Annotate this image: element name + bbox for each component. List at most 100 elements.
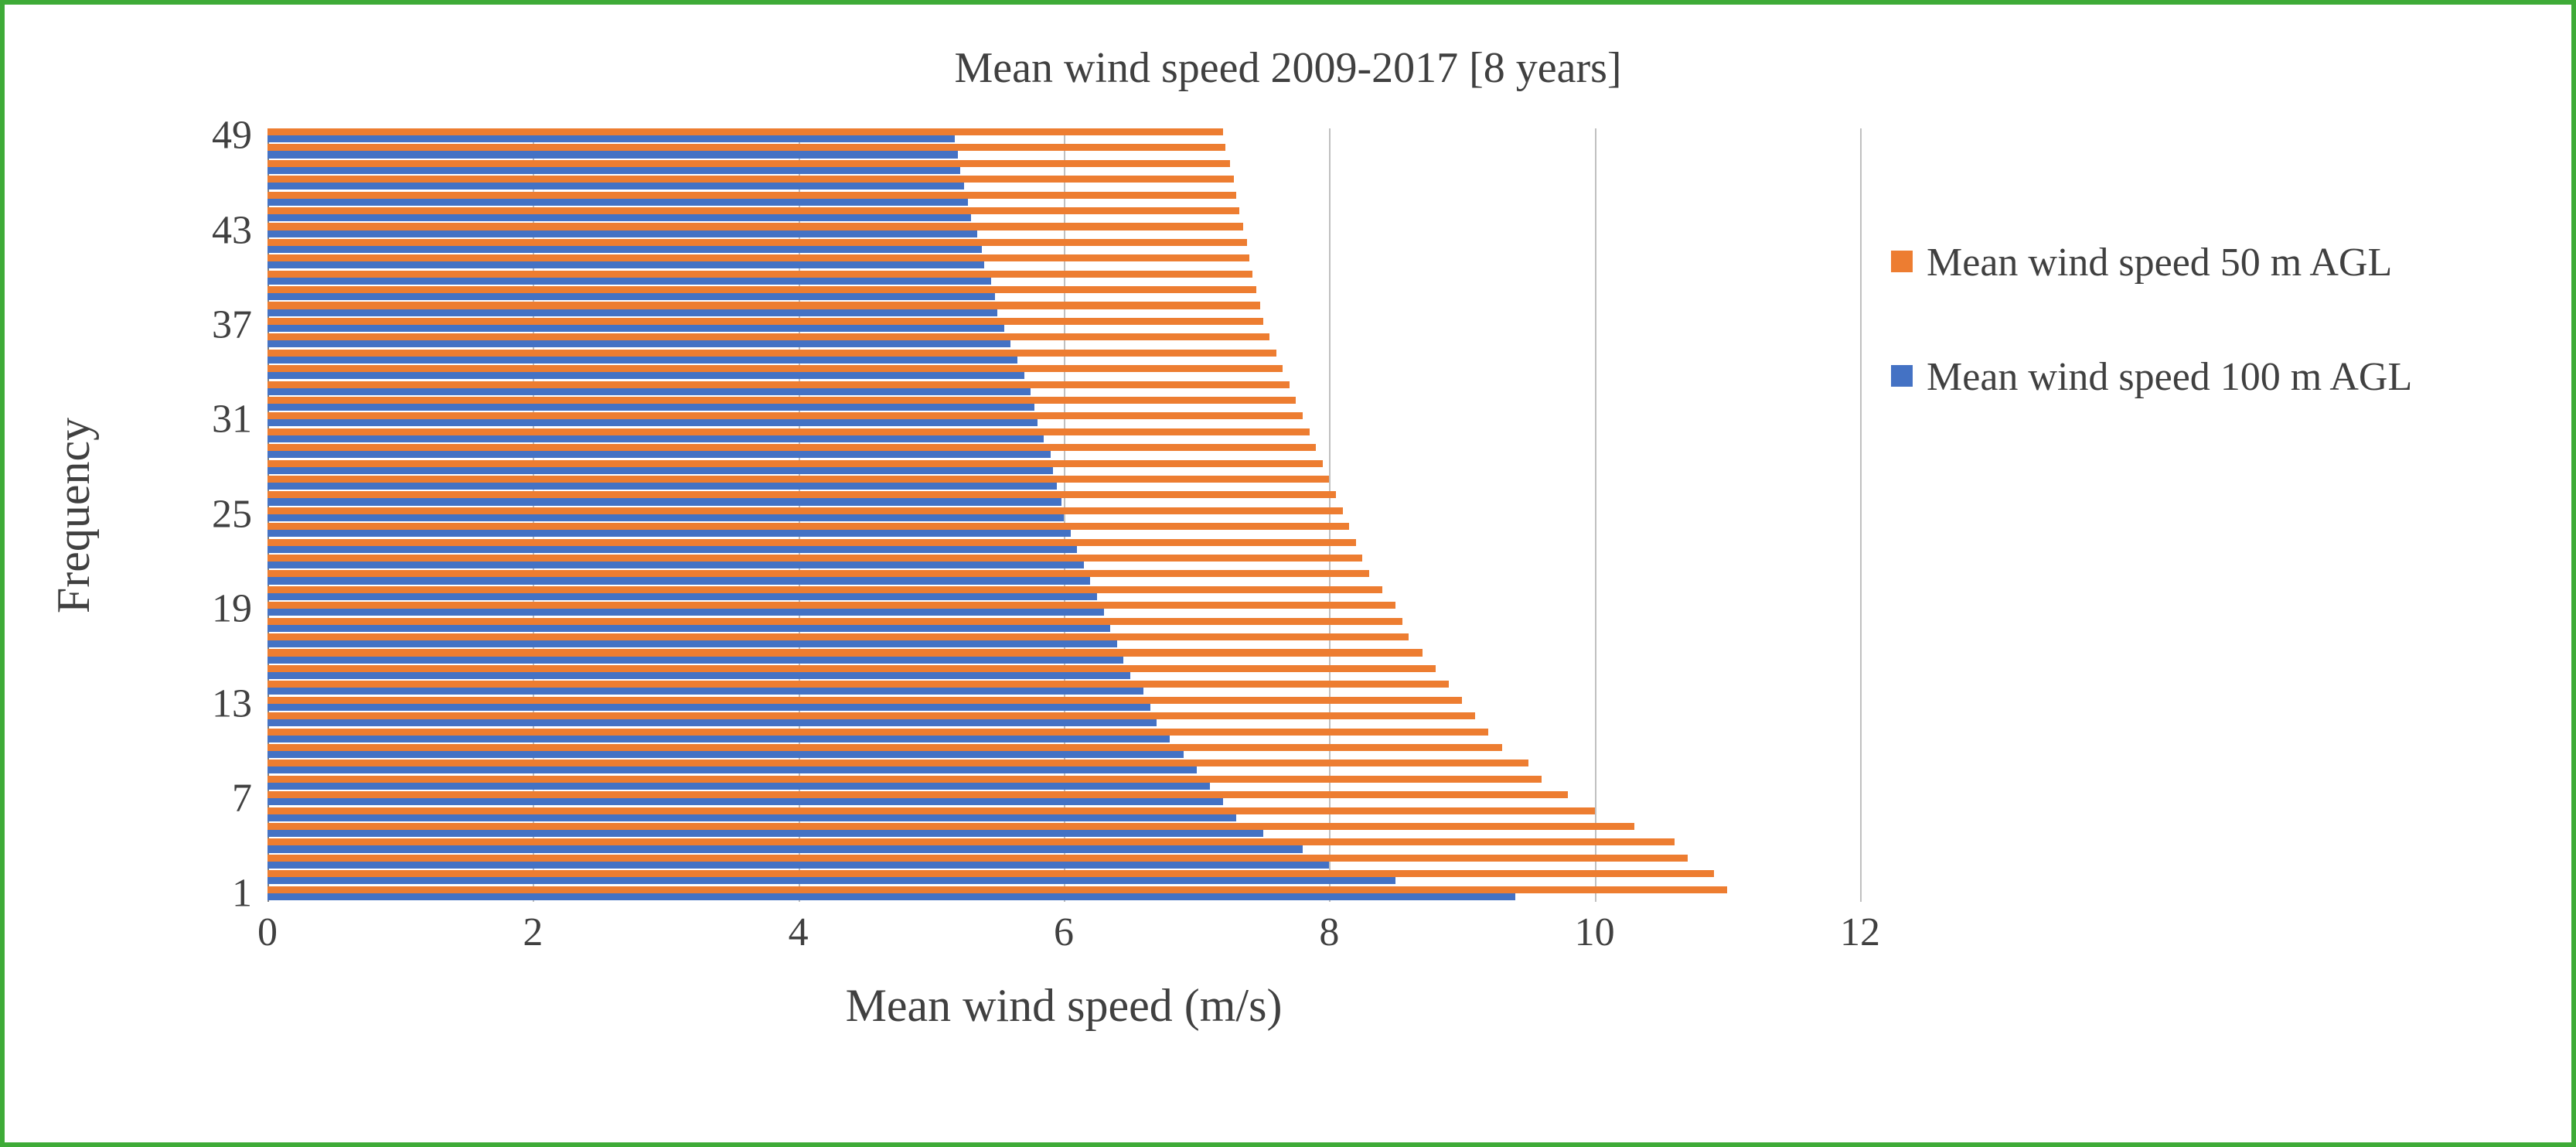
bar-series-0 [267,333,1269,340]
chart-title: Mean wind speed 2009-2017 [8 years] [36,43,2540,93]
bar-series-0 [267,223,1243,230]
bar-series-1 [267,609,1104,616]
y-tick-label: 13 [212,681,252,726]
bar-series-0 [267,428,1310,435]
bar-series-0 [267,412,1303,419]
bar-series-1 [267,246,982,253]
bar-series-1 [267,577,1090,584]
gridline [1595,128,1596,902]
bar-series-1 [267,467,1053,474]
bar-series-1 [267,672,1130,679]
bar-series-0 [267,207,1239,214]
bar-series-0 [267,365,1283,372]
bar-series-0 [267,350,1276,357]
bar-series-1 [267,183,964,189]
bar-series-1 [267,514,1064,521]
bar-series-0 [267,838,1675,845]
gridline [1860,128,1862,902]
bar-series-0 [267,397,1296,404]
gridline [1329,128,1331,902]
bar-series-0 [267,807,1595,814]
bar-series-0 [267,870,1714,877]
bar-series-1 [267,278,991,285]
bar-series-0 [267,460,1323,467]
bar-series-0 [267,776,1542,783]
bar-series-0 [267,823,1634,830]
bar-series-1 [267,261,984,268]
bar-series-1 [267,483,1057,490]
bar-series-1 [267,419,1038,426]
bar-series-0 [267,618,1402,625]
bar-series-1 [267,704,1150,711]
bar-series-1 [267,814,1236,821]
bar-series-0 [267,381,1290,388]
bar-series-1 [267,388,1031,395]
bar-series-0 [267,144,1225,151]
legend-item: Mean wind speed 100 m AGL [1891,351,2479,404]
bar-series-1 [267,357,1017,364]
bar-series-0 [267,476,1329,483]
chart-wrap: Mean wind speed 2009-2017 [8 years] 0246… [36,36,2540,1111]
bar-series-0 [267,791,1568,798]
bar-series-0 [267,697,1462,704]
bar-series-1 [267,893,1515,900]
plot-area [267,128,1860,902]
bar-series-1 [267,530,1071,537]
bar-series-1 [267,783,1210,790]
bar-series-0 [267,760,1528,766]
bar-series-1 [267,230,977,237]
bar-series-0 [267,507,1343,514]
bar-series-0 [267,254,1249,261]
bar-series-0 [267,665,1436,672]
y-tick-label: 7 [232,776,252,821]
bar-series-1 [267,151,958,158]
x-tick-label: 0 [257,910,278,955]
bar-series-1 [267,309,997,316]
bar-series-0 [267,555,1362,562]
x-axis-ticks: 024681012 [267,910,1860,964]
bar-series-0 [267,176,1234,183]
bar-series-1 [267,562,1084,568]
legend: Mean wind speed 50 m AGL Mean wind speed … [1891,237,2479,465]
bar-series-0 [267,855,1688,862]
x-tick-label: 12 [1840,910,1880,955]
bar-series-0 [267,602,1395,609]
y-axis-label-text: Frequency [48,417,101,613]
y-tick-label: 43 [212,207,252,253]
bar-series-0 [267,444,1316,451]
bar-series-0 [267,523,1349,530]
bar-series-1 [267,325,1004,332]
bar-series-0 [267,633,1409,640]
bar-series-1 [267,593,1097,600]
bar-series-0 [267,570,1369,577]
bar-series-0 [267,712,1475,719]
bar-series-1 [267,546,1077,553]
bar-series-0 [267,192,1236,199]
x-tick-label: 10 [1575,910,1615,955]
y-tick-label: 31 [212,397,252,442]
bar-series-1 [267,435,1044,442]
bar-series-1 [267,751,1184,758]
bar-series-1 [267,451,1051,458]
legend-label: Mean wind speed 50 m AGL [1927,237,2392,289]
bar-series-1 [267,625,1110,632]
y-axis-label: Frequency [43,128,105,902]
y-tick-label: 25 [212,491,252,537]
y-tick-label: 1 [232,870,252,916]
bar-series-1 [267,404,1034,411]
bar-series-1 [267,498,1061,505]
bar-series-0 [267,649,1423,656]
bar-series-0 [267,160,1230,167]
y-tick-label: 49 [212,113,252,159]
x-tick-label: 6 [1054,910,1074,955]
bar-series-1 [267,862,1329,869]
bar-series-0 [267,271,1252,278]
bar-series-1 [267,293,995,300]
plot-region [267,128,1860,902]
bar-series-1 [267,766,1197,773]
bar-series-1 [267,688,1143,695]
bar-series-1 [267,830,1263,837]
x-tick-label: 2 [523,910,543,955]
bar-series-0 [267,681,1449,688]
y-tick-label: 19 [212,586,252,632]
